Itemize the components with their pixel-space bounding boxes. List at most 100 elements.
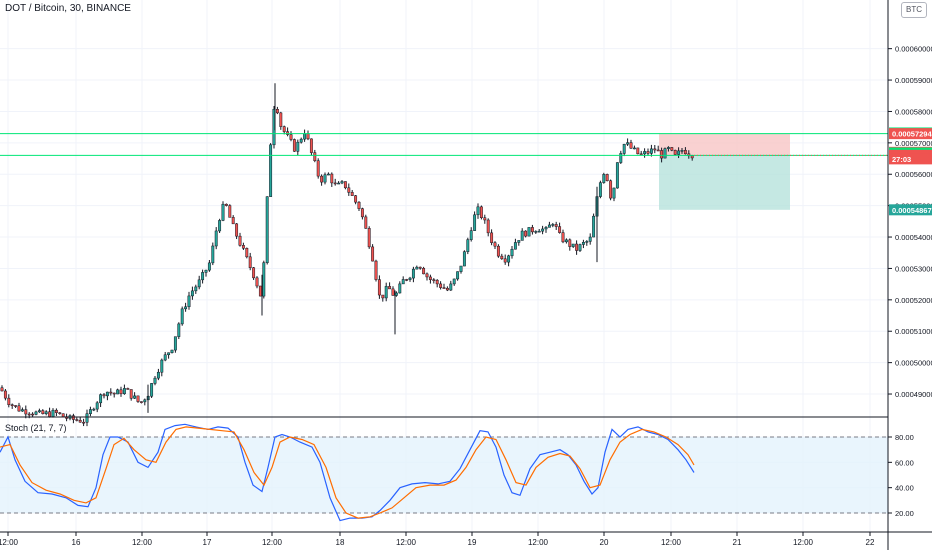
candle-body xyxy=(564,239,568,243)
x-tick-label: 16 xyxy=(72,538,81,547)
candle xyxy=(231,215,235,225)
candle-body xyxy=(228,205,232,218)
candle xyxy=(102,393,106,399)
candle xyxy=(371,244,375,262)
candle xyxy=(449,280,453,291)
candlestick-series[interactable] xyxy=(0,83,694,427)
candle-body xyxy=(619,153,623,163)
candle xyxy=(500,253,504,260)
candle-body xyxy=(530,227,534,233)
candle xyxy=(517,240,521,246)
candle-body xyxy=(313,152,317,161)
y-tick-label: 0.00051000 xyxy=(895,327,932,336)
candle xyxy=(85,409,89,427)
candle-body xyxy=(167,352,171,356)
candle xyxy=(673,149,677,156)
candle-body xyxy=(411,268,415,279)
candle xyxy=(211,242,215,266)
currency-badge[interactable]: BTC xyxy=(901,2,927,18)
candle xyxy=(639,150,643,156)
candle-body xyxy=(54,409,58,413)
candle xyxy=(398,281,402,294)
candle-body xyxy=(265,196,269,263)
candle xyxy=(48,407,52,418)
candle-body xyxy=(116,389,120,395)
candle xyxy=(235,223,239,240)
candle-body xyxy=(7,397,11,405)
candle-body xyxy=(422,268,426,275)
candle-body xyxy=(394,292,398,296)
candle xyxy=(476,203,480,219)
stoch-y-tick-label: 40.00 xyxy=(895,484,914,493)
candle xyxy=(163,351,167,362)
candle-body xyxy=(190,290,194,297)
candle xyxy=(54,408,58,417)
candle-body xyxy=(119,389,123,395)
stoch-d-line xyxy=(0,426,695,519)
candle xyxy=(313,149,317,163)
candle-body xyxy=(92,408,96,411)
candle xyxy=(680,147,684,154)
candle xyxy=(150,383,154,398)
candle-body xyxy=(483,217,487,221)
candle xyxy=(619,150,623,164)
stoch-y-tick-label: 20.00 xyxy=(895,509,914,518)
candle-body xyxy=(14,405,18,407)
candle xyxy=(670,147,674,152)
candle xyxy=(184,302,188,312)
candle xyxy=(469,227,473,242)
candle-body xyxy=(435,279,439,285)
candle xyxy=(173,336,177,353)
candle xyxy=(479,205,483,220)
candle-body xyxy=(31,413,35,416)
candle-body xyxy=(629,142,633,149)
candle-body xyxy=(163,354,167,361)
candle xyxy=(473,211,477,232)
y-tick-label: 0.00057000 xyxy=(895,139,932,148)
candle-body xyxy=(391,288,395,296)
candle-body xyxy=(656,149,660,152)
candle-body xyxy=(194,286,198,292)
candle xyxy=(683,147,687,155)
candle xyxy=(286,127,290,137)
candle-body xyxy=(211,245,215,264)
candle xyxy=(428,274,432,284)
candle xyxy=(207,260,211,272)
candle-body xyxy=(401,279,405,285)
stochastic-pane[interactable] xyxy=(0,416,888,522)
candle-body xyxy=(241,245,245,249)
candle xyxy=(422,266,426,275)
candle-body xyxy=(177,323,181,337)
x-tick-label: 12:00 xyxy=(0,538,19,547)
price-label-text: 27:03 xyxy=(892,155,911,164)
candle-body xyxy=(61,413,65,417)
candle-body xyxy=(500,255,504,260)
candle xyxy=(401,276,405,285)
candle xyxy=(609,179,613,201)
x-tick-label: 17 xyxy=(203,538,212,547)
candle-body xyxy=(653,148,657,151)
horizontal-levels[interactable] xyxy=(0,133,888,156)
price-label-text: 0.00057294 xyxy=(892,130,932,139)
candle-body xyxy=(554,224,558,227)
candle-body xyxy=(452,278,456,285)
candle-body xyxy=(17,405,21,412)
candle-body xyxy=(24,409,28,415)
candle xyxy=(160,358,164,377)
candle-body xyxy=(150,383,154,397)
candle-body xyxy=(224,203,228,206)
candle xyxy=(456,271,460,281)
candle xyxy=(24,405,28,419)
candle xyxy=(462,250,466,267)
candle xyxy=(116,388,120,395)
candle xyxy=(626,138,630,146)
candle xyxy=(330,172,334,187)
price-axis-labels: 0.000573150.000572940.000566980.00056676… xyxy=(889,127,932,216)
candle xyxy=(275,106,279,115)
candle-body xyxy=(690,155,694,159)
candle-body xyxy=(153,377,157,384)
candle xyxy=(105,391,109,401)
candle-body xyxy=(248,256,252,268)
candle-body xyxy=(296,141,300,152)
